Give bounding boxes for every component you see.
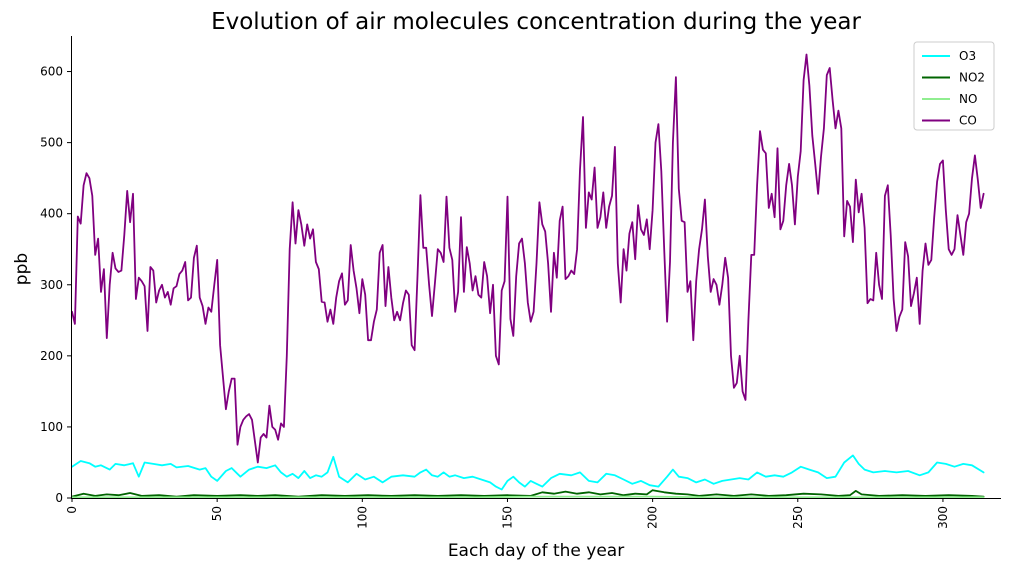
x-tick-label: 250 bbox=[791, 506, 805, 529]
legend-label-no: NO bbox=[959, 92, 977, 106]
x-tick-label: 100 bbox=[355, 506, 369, 529]
x-tick-label: 300 bbox=[936, 506, 950, 529]
x-tick-label: 150 bbox=[500, 506, 514, 529]
series-line-o3 bbox=[71, 454, 985, 491]
y-axis-label: ppb bbox=[12, 253, 32, 285]
y-tick-label: 0 bbox=[55, 491, 63, 505]
legend-label-co: CO bbox=[959, 114, 977, 128]
legend: O3 NO2 NO CO bbox=[913, 41, 995, 131]
y-tick-label: 300 bbox=[40, 278, 63, 292]
y-tick-label: 600 bbox=[40, 65, 63, 79]
series-line-no bbox=[71, 495, 985, 499]
legend-label-no2: NO2 bbox=[959, 71, 985, 85]
y-tick-label: 200 bbox=[40, 349, 63, 363]
axis-ticks: 0 100 200 300 400 500 600 0 50 100 150 200 250 300 bbox=[40, 65, 950, 529]
legend-label-o3: O3 bbox=[959, 49, 976, 63]
y-tick-label: 100 bbox=[40, 420, 63, 434]
series-line-no2 bbox=[71, 489, 985, 498]
x-tick-label: 0 bbox=[65, 506, 79, 514]
y-tick-label: 400 bbox=[40, 207, 63, 221]
series-lines bbox=[71, 53, 985, 499]
x-tick-label: 50 bbox=[210, 506, 224, 521]
series-line-co bbox=[71, 53, 985, 464]
chart-title: Evolution of air molecules concentration… bbox=[211, 9, 861, 35]
y-tick-label: 500 bbox=[40, 136, 63, 150]
x-tick-label: 200 bbox=[646, 506, 660, 529]
x-axis-label: Each day of the year bbox=[448, 541, 624, 561]
legend-box bbox=[913, 41, 995, 131]
